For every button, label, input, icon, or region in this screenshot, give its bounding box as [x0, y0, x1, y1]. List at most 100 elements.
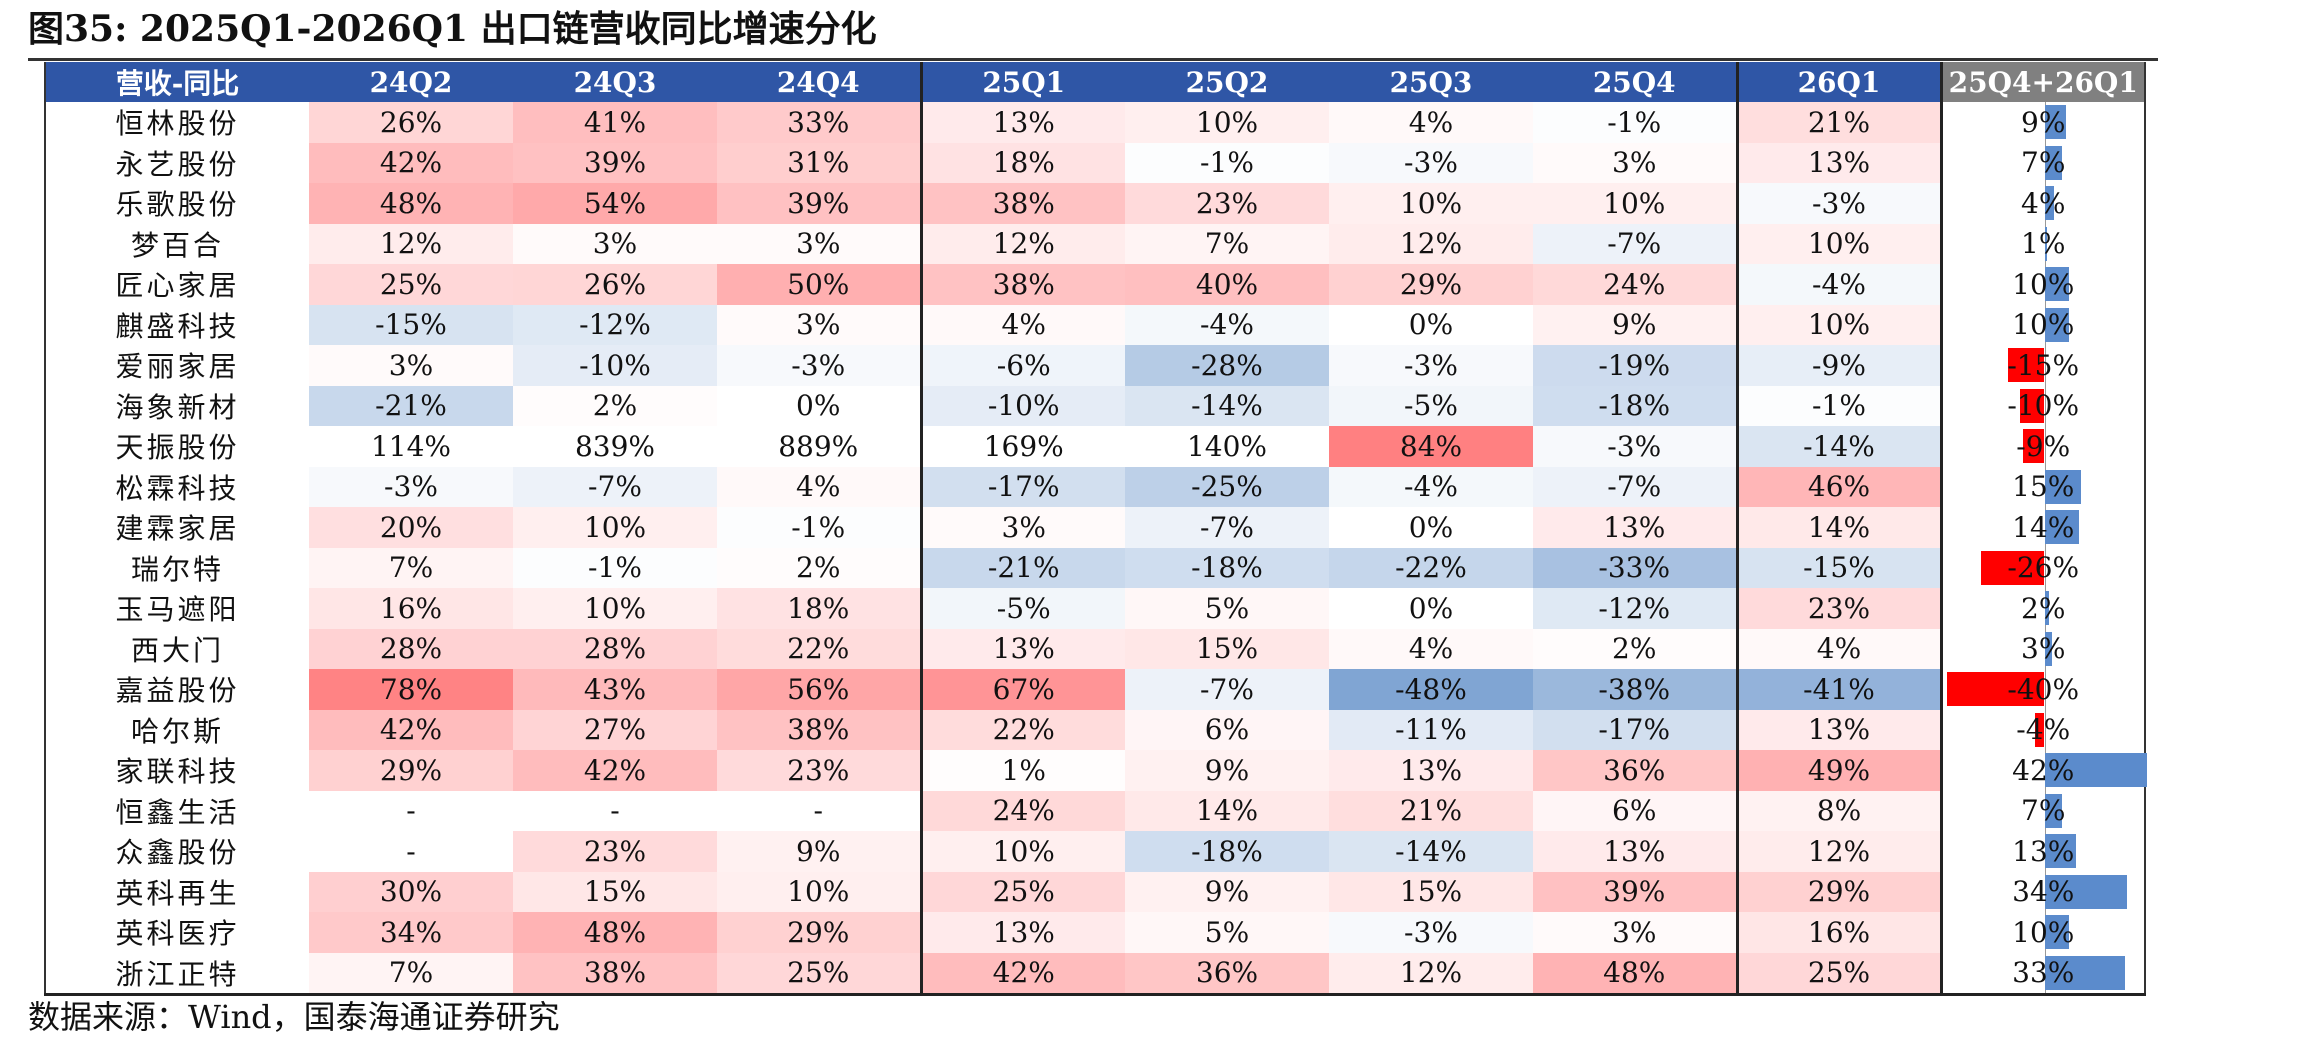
combined-cell: 15% [1939, 466, 2146, 507]
growth-cell: -1% [1125, 142, 1329, 183]
table-row: 匠心家居 25% 26% 50% 38% 40% 29% 24% -4% 10% [44, 264, 2146, 305]
header-24q3: 24Q3 [513, 62, 717, 102]
table-row: 建霖家居 20% 10% -1% 3% -7% 0% 13% 14% 14% [44, 507, 2146, 548]
growth-cell: -1% [717, 507, 921, 548]
table-row: 恒鑫生活 - - -24% 14% 21% 6% 8% 7% [44, 790, 2146, 831]
combined-cell: -10% [1939, 385, 2146, 426]
combined-value: -10% [2007, 389, 2080, 423]
growth-cell: -48% [1329, 669, 1533, 710]
combined-cell: 13% [1939, 831, 2146, 872]
company-name: 英科医疗 [44, 912, 309, 953]
combined-value: 7% [2021, 146, 2066, 180]
growth-cell: 27% [513, 709, 717, 750]
growth-cell: -12% [1533, 588, 1737, 629]
growth-cell: 18% [919, 142, 1125, 183]
growth-cell: 42% [309, 709, 513, 750]
growth-cell: 7% [309, 952, 513, 996]
growth-cell: 13% [1329, 750, 1533, 791]
header-24q4: 24Q4 [717, 62, 921, 102]
growth-cell: 24% [1533, 264, 1737, 305]
growth-cell: -33% [1533, 547, 1737, 588]
growth-cell: -7% [513, 466, 717, 507]
growth-cell: 3% [717, 304, 921, 345]
combined-value: 13% [2012, 834, 2075, 868]
company-name: 哈尔斯 [44, 709, 309, 750]
combined-value: 15% [2012, 470, 2075, 504]
combined-bar [2044, 186, 2055, 220]
growth-cell: -3% [1329, 142, 1533, 183]
growth-cell: -5% [1329, 385, 1533, 426]
growth-cell: 13% [1533, 831, 1737, 872]
growth-cell: 33% [717, 102, 921, 143]
growth-cell: 3% [513, 223, 717, 264]
growth-cell: 3% [1533, 912, 1737, 953]
growth-cell: 5% [1125, 588, 1329, 629]
growth-cell: 26% [513, 264, 717, 305]
growth-cell: 48% [1533, 952, 1737, 996]
table-row: 众鑫股份 -23% 9% 10% -18% -14% 13% 12% 13% [44, 831, 2146, 872]
company-name: 嘉益股份 [44, 669, 309, 710]
growth-cell: -21% [919, 547, 1125, 588]
company-name: 梦百合 [44, 223, 309, 264]
growth-table: 营收-同比 24Q2 24Q3 24Q4 25Q1 25Q2 25Q3 25Q4… [44, 62, 2147, 996]
company-name: 麒盛科技 [44, 304, 309, 345]
company-name: 恒林股份 [44, 102, 309, 143]
combined-value: 2% [2021, 591, 2066, 625]
combined-value: 1% [2021, 227, 2066, 261]
growth-cell: -10% [513, 345, 717, 386]
table-row: 英科再生 30% 15% 10% 25% 9% 15% 39% 29% 34% [44, 871, 2146, 912]
growth-cell: 6% [1125, 709, 1329, 750]
growth-cell: 30% [309, 871, 513, 912]
table-row: 嘉益股份 78% 43% 56% 67% -7% -48% -38% -41% -40% [44, 669, 2146, 710]
growth-cell: -7% [1125, 507, 1329, 548]
combined-value: 10% [2012, 267, 2075, 301]
combined-cell: 4% [1939, 183, 2146, 224]
growth-cell: 20% [309, 507, 513, 548]
growth-cell: 10% [513, 588, 717, 629]
growth-cell: 15% [1125, 628, 1329, 669]
table-row: 梦百合 12% 3% 3% 12% 7% 12% -7% 10% 1% [44, 223, 2146, 264]
growth-cell: -7% [1533, 466, 1737, 507]
growth-cell: 4% [1735, 628, 1941, 669]
growth-cell: - [513, 790, 717, 831]
table-row: 松霖科技 -3% -7% 4% -17% -25% -4% -7% 46% 15% [44, 466, 2146, 507]
growth-cell: 7% [1125, 223, 1329, 264]
header-25q4: 25Q4 [1533, 62, 1737, 102]
growth-cell: 12% [919, 223, 1125, 264]
growth-cell: -4% [1735, 264, 1941, 305]
table-body: 恒林股份 26% 41% 33% 13% 10% 4% -1% 21% 9% 永艺股份 42% 39% 3… [44, 102, 2147, 996]
growth-cell: -7% [1125, 669, 1329, 710]
growth-cell: 42% [309, 142, 513, 183]
combined-value: 3% [2021, 632, 2066, 666]
table-row: 玉马遮阳 16% 10% 18% -5% 5% 0% -12% 23% 2% [44, 588, 2146, 629]
combined-bar [2034, 712, 2045, 747]
header-25q2: 25Q2 [1125, 62, 1329, 102]
combined-bar [2044, 105, 2067, 139]
growth-cell: 38% [919, 183, 1125, 224]
header-25q4-26q1: 25Q4+26Q1 [1939, 62, 2146, 102]
company-name: 浙江正特 [44, 952, 309, 996]
growth-cell: 4% [1329, 628, 1533, 669]
company-name: 永艺股份 [44, 142, 309, 183]
growth-cell: 10% [1735, 223, 1941, 264]
header-26q1: 26Q1 [1735, 62, 1941, 102]
combined-bar [2022, 429, 2045, 463]
growth-cell: 13% [919, 912, 1125, 953]
growth-cell: 39% [1533, 871, 1737, 912]
growth-cell: 28% [513, 628, 717, 669]
growth-cell: 3% [1533, 142, 1737, 183]
growth-cell: 1% [919, 750, 1125, 791]
growth-cell: 140% [1125, 426, 1329, 467]
combined-bar [2044, 307, 2069, 342]
company-name: 天振股份 [44, 426, 309, 467]
growth-cell: 43% [513, 669, 717, 710]
growth-cell: 6% [1533, 790, 1737, 831]
growth-cell: 48% [309, 183, 513, 224]
growth-cell: -18% [1125, 831, 1329, 872]
table-row: 恒林股份 26% 41% 33% 13% 10% 4% -1% 21% 9% [44, 102, 2146, 143]
combined-cell: -40% [1939, 669, 2146, 710]
growth-cell: 25% [309, 264, 513, 305]
growth-cell: -12% [513, 304, 717, 345]
growth-cell: -14% [1735, 426, 1941, 467]
bar-axis [2044, 385, 2046, 426]
